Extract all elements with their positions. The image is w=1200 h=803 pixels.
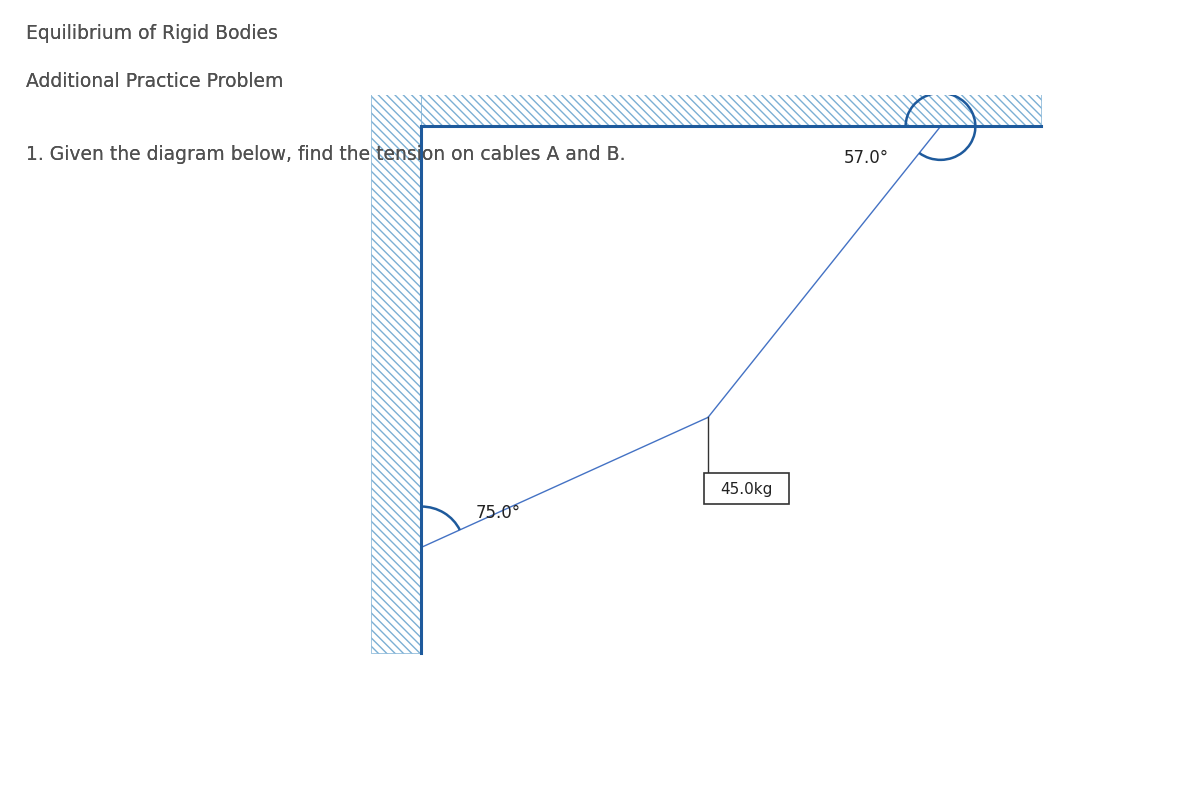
Bar [421,87,1042,127]
Text: Additional Practice Problem: Additional Practice Problem [26,72,283,92]
Text: 1. Given the diagram below, find the tension on cables A and B.: 1. Given the diagram below, find the ten… [26,145,626,164]
Text: 1. Given the diagram below, find the tension on cables A and B.: 1. Given the diagram below, find the ten… [26,145,626,164]
Text: 45.0kg: 45.0kg [720,482,773,496]
Bar [371,87,421,653]
Text: 57.0°: 57.0° [844,149,889,167]
Text: Equilibrium of Rigid Bodies: Equilibrium of Rigid Bodies [26,24,278,43]
Bar [704,474,790,504]
Text: Additional Practice Problem: Additional Practice Problem [26,72,283,92]
Text: 75.0°: 75.0° [475,503,521,521]
Text: Equilibrium of Rigid Bodies: Equilibrium of Rigid Bodies [26,24,278,43]
